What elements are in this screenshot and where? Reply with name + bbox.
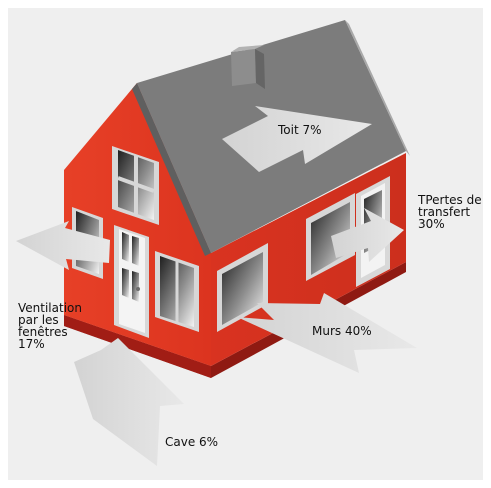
transfer-loss-label: TPertes de transfert 30% (418, 193, 482, 231)
wall-loss-label: Murs 40% (312, 324, 372, 338)
walls-arrow (237, 293, 417, 373)
window-front-upper (112, 146, 159, 225)
cellar-loss-label: Cave 6% (165, 435, 219, 449)
roof-loss-label: Toit 7% (278, 123, 322, 137)
window-side-middle (306, 193, 355, 281)
window-side-left (217, 243, 268, 332)
ventilation-loss-label: Ventilation par les fenêtres 17% (18, 301, 82, 351)
chimney (231, 49, 256, 86)
roof-arrow (222, 106, 372, 172)
roof-edge (132, 83, 211, 256)
heat-loss-arrows (16, 106, 417, 466)
door (114, 225, 149, 338)
cellar-arrow (74, 338, 184, 466)
window-front-right (155, 251, 199, 332)
transfer-arrow (331, 208, 404, 262)
ventilation-arrow (16, 221, 110, 270)
